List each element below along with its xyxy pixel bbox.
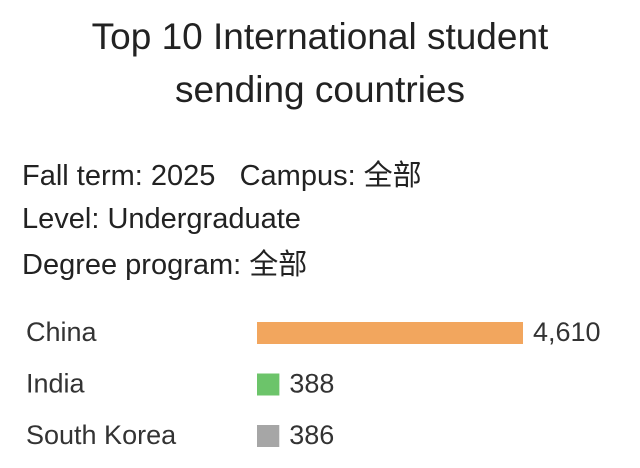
bar [257,425,280,447]
category-label: South Korea [26,420,177,450]
chart-title: Top 10 International student sending cou… [91,16,549,110]
filter-text: Level: Undergraduate [22,203,301,235]
value-label: 4,610 [533,317,601,347]
filter-text: Degree program: 全部 [22,249,308,281]
bar [257,373,280,396]
value-label: 386 [289,420,334,450]
filter-text: Fall term: 2025 Campus: 全部 [22,160,422,192]
category-label: India [26,369,86,399]
bar [257,322,523,344]
category-label: China [26,317,98,347]
value-label: 388 [289,369,334,399]
